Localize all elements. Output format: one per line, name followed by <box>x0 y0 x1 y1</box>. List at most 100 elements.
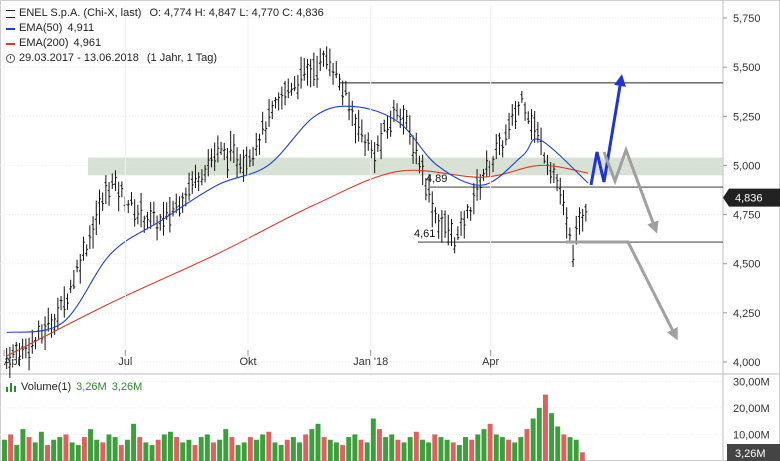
volume-bar <box>266 431 272 461</box>
ema200-label: EMA(200) <box>19 37 69 49</box>
volume-bar <box>333 442 339 461</box>
volume-bar <box>383 437 389 461</box>
volume-bar <box>438 437 444 461</box>
volume-bar <box>63 434 69 461</box>
volume-bar <box>57 437 63 461</box>
volume-bar <box>198 437 204 461</box>
volume-bar <box>241 442 247 461</box>
volume-bar <box>555 426 561 461</box>
volume-panel: 10,00M 20,00M 30,00M 3,26M <box>0 376 780 461</box>
volume-bar <box>450 442 456 461</box>
last-price-tag <box>723 188 780 207</box>
volume-bar <box>51 439 57 461</box>
level-label: 4,61 <box>414 228 435 240</box>
ema200-swatch <box>6 42 15 45</box>
volume-tick-label: 20,00M <box>733 403 770 415</box>
volume-bar <box>463 437 468 461</box>
volume-bar <box>32 442 38 461</box>
volume-bar <box>389 434 395 461</box>
volume-bar <box>493 434 499 461</box>
volume-bar <box>131 423 137 461</box>
volume-bar <box>161 434 167 461</box>
price-tick-label: 5,250 <box>733 111 761 123</box>
volume-icon <box>6 382 17 392</box>
volume-bar <box>229 437 235 461</box>
projection-up-arrow <box>589 74 626 186</box>
volume-bar <box>487 423 493 461</box>
volume-bar <box>499 437 505 461</box>
volume-bar <box>118 445 124 461</box>
time-tick-label: Apr <box>4 356 21 368</box>
volume-bar <box>143 442 149 461</box>
volume-bar <box>475 434 481 461</box>
last-volume-tag <box>727 444 780 461</box>
projection-breakdown-arrow <box>566 240 678 341</box>
volume-bar <box>20 429 26 461</box>
volume-bar <box>235 445 241 461</box>
resistance-zone <box>88 157 723 176</box>
legend-ema50-row: EMA(50) 4,911 <box>6 21 324 36</box>
volume-bar <box>358 439 364 461</box>
projection-down-arrow <box>602 145 659 234</box>
volume-bar <box>2 439 7 461</box>
price-tick-label: 4,500 <box>733 259 761 271</box>
time-tick-label: Okt <box>239 356 256 368</box>
volume-bar <box>364 442 370 461</box>
volume-bar <box>88 429 94 461</box>
volume-bar <box>8 434 14 461</box>
price-axis: 4,000 4,250 4,500 4,750 5,000 5,250 5,500 5,750… <box>723 13 780 369</box>
volume-bar <box>272 442 278 461</box>
clock-icon <box>6 54 15 63</box>
volume-bar <box>506 439 512 461</box>
legend-date-row: 29.03.2017 - 13.06.2018 (1 Jahr, 1 Tag) <box>6 51 324 66</box>
volume-bar <box>573 439 579 461</box>
volume-bar <box>81 437 87 461</box>
volume-bar <box>370 418 376 461</box>
volume-value-1: 3,26M <box>76 381 107 393</box>
ohlc-values: O: 4,774 H: 4,847 L: 4,770 C: 4,836 <box>149 7 324 19</box>
volume-bar <box>290 437 296 461</box>
volume-bar <box>260 434 266 461</box>
ema50-value: 4,911 <box>67 22 95 34</box>
chart-legend: ENEL S.p.A. (Chi-X, last) O: 4,774 H: 4,… <box>6 6 324 66</box>
volume-bar <box>420 439 425 461</box>
time-tick-label: Jul <box>118 356 132 368</box>
volume-bar <box>413 431 419 461</box>
volume-bar <box>94 439 100 461</box>
volume-bar <box>278 445 284 461</box>
ema50-line <box>6 105 589 334</box>
last-price-label: 4,836 <box>735 193 763 205</box>
level-label: 4,89 <box>426 173 447 185</box>
volume-bar <box>512 442 518 461</box>
ema200-line <box>6 164 589 357</box>
volume-bar <box>192 445 198 461</box>
volume-bar <box>75 445 81 461</box>
volume-bar <box>327 439 333 461</box>
volume-bar <box>186 439 192 461</box>
volume-bar <box>38 431 44 461</box>
volume-bar <box>346 437 352 461</box>
volume-bar <box>112 437 118 461</box>
price-tick-label: 4,750 <box>733 210 761 222</box>
price-tick-label: 5,750 <box>733 13 761 25</box>
volume-bar <box>180 442 186 461</box>
volume-bar <box>352 434 358 461</box>
volume-bar <box>217 439 223 461</box>
volume-bar <box>284 439 290 461</box>
volume-bar <box>401 442 407 461</box>
volume-bar <box>456 445 462 461</box>
volume-bar <box>469 439 475 461</box>
volume-bar <box>561 434 567 461</box>
time-tick-label: Jan '18 <box>353 356 388 368</box>
volume-bar <box>481 429 487 461</box>
time-axis: Apr Jul Okt Jan '18 Apr <box>3 6 500 370</box>
volume-legend: Volume(1) 3,26M 3,26M <box>6 381 142 393</box>
projection-arrows <box>566 74 678 341</box>
price-tick-label: 5,000 <box>733 160 761 172</box>
volume-bar <box>100 442 106 461</box>
last-volume-label: 3,26M <box>735 448 766 460</box>
volume-bar <box>567 437 573 461</box>
volume-bar <box>432 434 438 461</box>
volume-bar <box>254 439 259 461</box>
